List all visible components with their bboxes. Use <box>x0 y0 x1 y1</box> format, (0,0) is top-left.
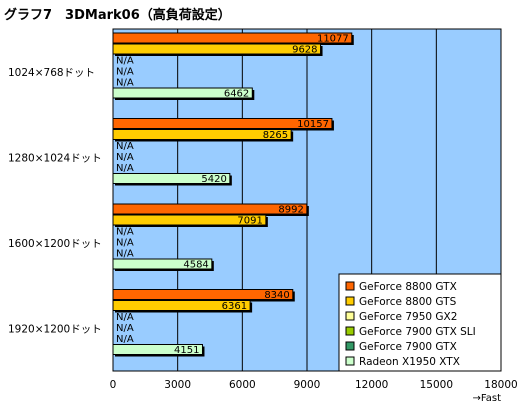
bar-value-label: 6361 <box>222 301 247 312</box>
legend-label: GeForce 7900 GTX <box>359 341 457 353</box>
x-tick-label: 18000 <box>484 379 517 391</box>
x-tick-label: 3000 <box>164 379 191 391</box>
legend-label: GeForce 8800 GTS <box>359 296 457 308</box>
bar-value-label: 6462 <box>224 89 249 100</box>
bar-value-label: 8340 <box>264 290 289 301</box>
na-label: N/A <box>116 334 134 345</box>
na-label: N/A <box>116 249 134 260</box>
chart-title: グラフ7 3DMark06（高負荷設定） <box>4 7 231 23</box>
bar-value-label: 11077 <box>317 34 349 45</box>
bar-value-label: 8265 <box>263 130 288 141</box>
x-tick-label: 9000 <box>294 379 321 391</box>
na-label: N/A <box>116 312 134 323</box>
na-label: N/A <box>116 56 134 67</box>
na-label: N/A <box>116 141 134 152</box>
x-tick-label: 6000 <box>229 379 256 391</box>
legend-swatch <box>345 311 355 321</box>
na-label: N/A <box>116 227 134 238</box>
legend-label: GeForce 7900 GTX SLI <box>359 326 476 338</box>
x-tick-label: 0 <box>110 379 117 391</box>
na-label: N/A <box>116 323 134 334</box>
legend-swatch <box>345 326 355 336</box>
bar <box>112 43 322 55</box>
category-label: 1600×1200ドット <box>8 238 102 250</box>
bar-value-label: 7091 <box>237 216 262 227</box>
x-tick-label: 12000 <box>355 379 388 391</box>
legend-box <box>338 273 502 372</box>
legend-swatch <box>345 296 355 306</box>
legend-swatch <box>345 356 355 366</box>
axis-direction-note: →Fast <box>473 393 502 404</box>
plot-border <box>112 28 502 372</box>
na-label: N/A <box>116 78 134 89</box>
bar-value-label: 10157 <box>297 119 329 130</box>
category-label: 1280×1024ドット <box>8 152 102 164</box>
legend-label: GeForce 7950 GX2 <box>359 311 457 323</box>
bar <box>112 32 353 44</box>
bar-value-label: 4584 <box>183 260 208 271</box>
bar-value-label: 8992 <box>278 205 303 216</box>
legend-label: GeForce 8800 GTX <box>359 281 457 293</box>
category-label: 1920×1200ドット <box>8 323 102 335</box>
legend-swatch <box>345 341 355 351</box>
na-label: N/A <box>116 163 134 174</box>
bar-value-label: 5420 <box>201 174 226 185</box>
legend-label: Radeon X1950 XTX <box>359 356 460 368</box>
category-label: 1024×768ドット <box>8 67 95 79</box>
bar-value-label: 9628 <box>292 45 317 56</box>
na-label: N/A <box>116 67 134 78</box>
na-label: N/A <box>116 238 134 249</box>
na-label: N/A <box>116 152 134 163</box>
bar-value-label: 4151 <box>174 345 199 356</box>
x-tick-label: 15000 <box>420 379 453 391</box>
legend-swatch <box>345 281 355 291</box>
